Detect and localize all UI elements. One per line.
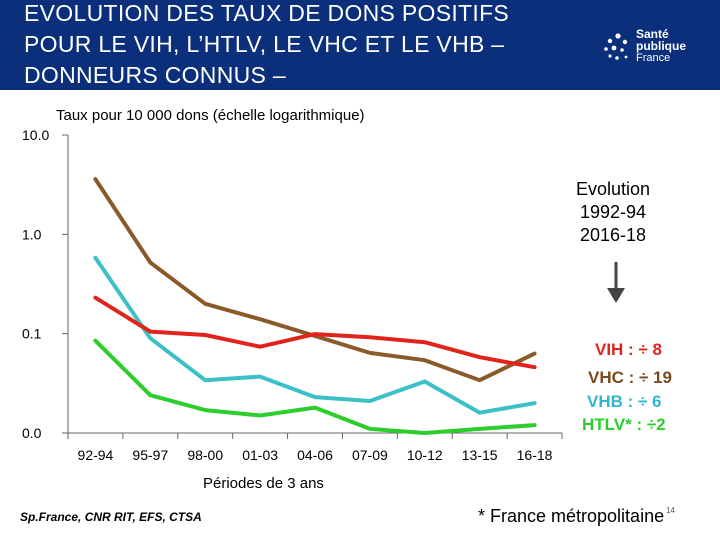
header-banner: EVOLUTION DES TAUX DE DONS POSITIFS POUR… <box>0 0 720 90</box>
y-tick-label: 0.0 <box>22 425 42 441</box>
source-note: Sp.France, CNR RIT, EFS, CTSA <box>20 510 202 524</box>
sante-publique-france-logo: Santé publique France <box>602 26 692 72</box>
y-axis-label: Taux pour 10 000 dons (échelle logarithm… <box>56 107 365 124</box>
series-line-vhb <box>93 255 537 415</box>
ratio-3: HTLV* : ÷2 <box>582 415 666 434</box>
x-tick-label: 13-15 <box>462 447 498 463</box>
page-title: EVOLUTION DES TAUX DE DONS POSITIFS POUR… <box>24 0 510 88</box>
series-line-htlv <box>93 338 537 435</box>
x-axis-label: Périodes de 3 ans <box>203 475 324 492</box>
x-ticks: 92-94 95-97 98-00 01-03 04-06 07-09 10-12 13-15… <box>67 433 563 463</box>
x-tick-label: 04-06 <box>297 447 333 463</box>
x-tick-label: 98-00 <box>187 447 223 463</box>
logo-line-1: Santé <box>636 27 669 41</box>
x-tick-label: 01-03 <box>242 447 278 463</box>
chart-axes <box>67 135 562 434</box>
logo-line-3: France <box>636 52 671 64</box>
evolution-period-1: 1992-94 <box>579 202 647 222</box>
logo-line-2: publique <box>636 39 686 53</box>
logo-dots-icon <box>604 33 628 60</box>
x-tick-label: 10-12 <box>407 447 443 463</box>
series-line-vih <box>93 295 537 370</box>
y-ticks: 10.0 1.0 0.1 0.0 <box>22 127 68 441</box>
x-tick-label: 16-18 <box>517 447 553 463</box>
down-arrow-icon <box>607 262 625 303</box>
logo-text: Santé publique France <box>636 28 686 64</box>
x-tick-label: 95-97 <box>132 447 168 463</box>
y-tick-label: 10.0 <box>22 127 49 143</box>
evolution-box: Evolution 1992-94 2016-18 <box>560 178 666 247</box>
x-tick-label: 92-94 <box>78 447 114 463</box>
footnote: * France métropolitaine <box>478 506 665 526</box>
x-tick-label: 07-09 <box>352 447 388 463</box>
ratio-2: VHB : ÷ 6 <box>587 392 662 411</box>
page-number: 14 <box>666 506 675 515</box>
y-tick-label: 1.0 <box>22 226 42 242</box>
evolution-period-2: 2016-18 <box>579 225 647 245</box>
y-tick-label: 0.1 <box>22 326 42 342</box>
series-line-vhc <box>93 177 537 383</box>
chart-series <box>93 177 537 435</box>
evolution-title: Evolution <box>575 179 651 199</box>
ratio-1: VHC : ÷ 19 <box>588 368 672 387</box>
ratio-0: VIH : ÷ 8 <box>595 340 662 359</box>
